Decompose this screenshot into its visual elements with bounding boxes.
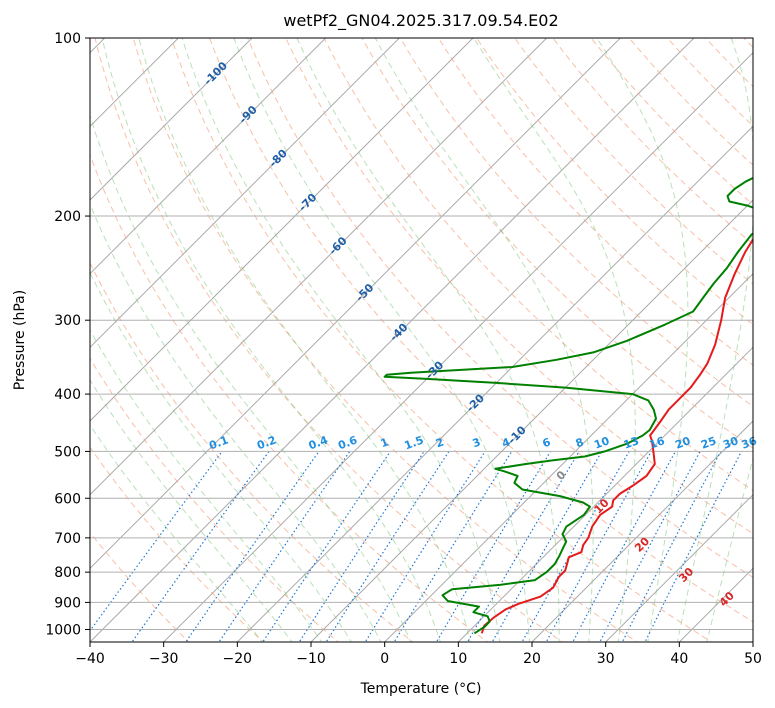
mixing-ratio-label: 0.4 xyxy=(307,433,330,452)
mixing-ratio-label: 13 xyxy=(622,434,641,451)
mixing-ratio-label: 36 xyxy=(740,434,759,452)
isotherm-line xyxy=(383,272,753,642)
x-tick-label: −10 xyxy=(296,651,326,667)
series-layer xyxy=(383,176,753,635)
mixing-ratio-line xyxy=(218,451,351,642)
isotherm-line xyxy=(162,51,753,642)
isotherm-line xyxy=(457,346,753,642)
mixing-ratio-line xyxy=(262,451,391,642)
mixing-ratio-line xyxy=(393,451,513,642)
plot-frame xyxy=(89,37,754,643)
isotherm-line xyxy=(90,38,622,570)
y-tick-label: 700 xyxy=(54,531,81,547)
mixing-ratio-label: 0.2 xyxy=(255,434,278,453)
mixing-ratio-line xyxy=(325,451,450,642)
isotherm-line xyxy=(90,38,548,496)
y-tick-label: 200 xyxy=(54,209,81,225)
dry-adiabat-line xyxy=(90,153,489,642)
moist-adiabat-line xyxy=(90,203,382,642)
mixing-ratio-line xyxy=(599,451,701,642)
mixing-ratio-label: 25 xyxy=(699,434,718,451)
dry-adiabat-line xyxy=(514,38,753,285)
isotherm-line xyxy=(90,38,474,422)
mixing-ratio-line xyxy=(364,451,486,642)
x-tick-label: 50 xyxy=(744,651,762,667)
mixing-ratio-label: 4 xyxy=(500,435,512,450)
mixing-ratio-label: 3 xyxy=(471,436,483,451)
y-tick-label: 400 xyxy=(54,387,81,403)
mixing-ratio-line xyxy=(545,451,652,642)
mixing-ratio-label: 16 xyxy=(648,434,667,452)
isotherm-line xyxy=(531,420,753,642)
mixing-ratio-label: 20 xyxy=(673,434,692,452)
x-tick-label: 10 xyxy=(449,651,467,667)
mixing-ratio-label: 30 xyxy=(721,434,740,452)
x-axis-label: Temperature (°C) xyxy=(360,681,482,697)
mixing-ratio-line xyxy=(131,451,270,642)
mixing-ratio-label: 0.6 xyxy=(336,433,359,452)
mixing-ratio-label: 10 xyxy=(592,434,611,452)
pressure-gridlines xyxy=(90,38,753,630)
mixing-ratio-line xyxy=(435,451,552,642)
x-tick-label: 20 xyxy=(523,651,541,667)
x-tick-label: −40 xyxy=(75,651,105,667)
mixing-ratio-label: 6 xyxy=(541,435,553,450)
x-tick-label: 40 xyxy=(670,651,688,667)
mixing-ratio-label: 2 xyxy=(434,436,446,451)
y-tick-label: 100 xyxy=(54,31,81,47)
x-axis: −40 −30 −20 −10 0 10 20 30 40 50 xyxy=(75,642,762,667)
mixing-ratio-line xyxy=(298,451,425,642)
isotherm-line xyxy=(310,199,753,642)
y-tick-label: 900 xyxy=(54,595,81,611)
isotherm-line xyxy=(236,125,753,642)
y-axis-label: Pressure (hPa) xyxy=(12,290,28,390)
mixing-ratio-label: 0.1 xyxy=(207,434,230,453)
isotherm-line xyxy=(604,493,753,642)
dewpoint-profile-line xyxy=(383,176,753,635)
mixing-ratio-label: 1 xyxy=(379,436,391,451)
isotherm-line xyxy=(90,38,695,642)
isotherm-line xyxy=(90,38,327,275)
y-tick-label: 800 xyxy=(54,565,81,581)
x-tick-label: 30 xyxy=(597,651,615,667)
temperature-profile-line xyxy=(480,237,753,634)
y-tick-label: 600 xyxy=(54,491,81,507)
mixing-ratio-line xyxy=(185,451,320,642)
y-tick-label: 1000 xyxy=(45,622,81,638)
y-tick-label: 500 xyxy=(54,444,81,460)
x-tick-label: −20 xyxy=(223,651,253,667)
mixing-ratio-label: 8 xyxy=(574,436,586,451)
mixing-ratio-line xyxy=(621,451,722,642)
mixing-ratio-line xyxy=(572,451,677,642)
x-tick-label: 0 xyxy=(380,651,389,667)
isotherm-line xyxy=(90,38,253,201)
chart-title: wetPf2_GN04.2025.317.09.54.E02 xyxy=(283,11,558,31)
dry-adiabat-line xyxy=(90,261,414,642)
mixing-ratio-label: 1.5 xyxy=(403,434,426,453)
x-tick-label: −30 xyxy=(149,651,179,667)
mixing-ratio-line xyxy=(90,451,223,632)
y-axis: 1000 900 800 700 600 500 400 300 200 100 xyxy=(45,31,90,638)
isotherm-line xyxy=(90,38,401,349)
moist-adiabat-line xyxy=(90,114,412,642)
y-tick-label: 300 xyxy=(54,313,81,329)
